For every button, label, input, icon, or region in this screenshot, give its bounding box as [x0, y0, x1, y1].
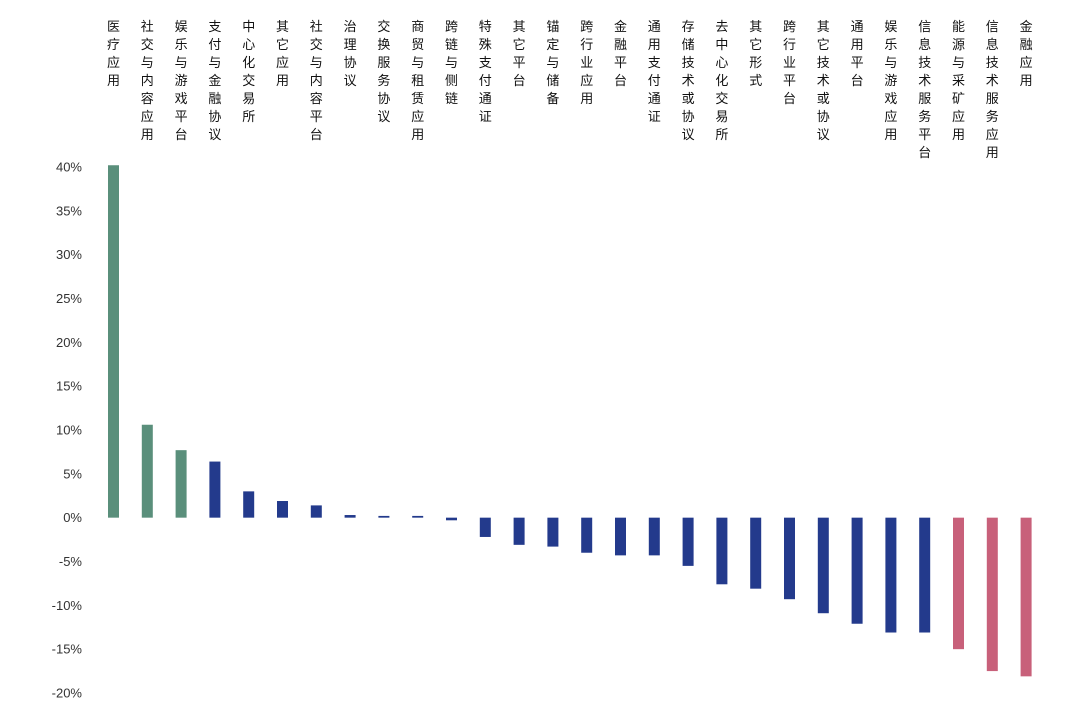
bar	[479, 517, 491, 537]
category-label: 娱乐与游戏平台	[175, 20, 188, 143]
category-label: 跨行业平台	[783, 20, 796, 107]
bar	[175, 450, 187, 518]
bar	[851, 517, 863, 624]
category-label: 交换服务协议	[377, 19, 390, 125]
bar	[108, 165, 119, 518]
category-label: 医疗应用	[107, 20, 120, 89]
category-label: 存储技术或协议	[682, 20, 695, 143]
bar	[919, 517, 931, 633]
bar	[716, 517, 728, 585]
category-label: 其它平台	[513, 20, 526, 89]
category-label: 能源与采矿应用	[952, 20, 965, 143]
category-label: 锚定与储备	[546, 20, 559, 107]
category-label: 信息技术服务应用	[986, 20, 999, 161]
bar	[344, 515, 356, 518]
category-label: 其它应用	[276, 20, 289, 89]
y-tick-label: -15%	[52, 642, 83, 657]
bar	[581, 517, 593, 553]
bar	[141, 424, 153, 518]
y-tick-label: 10%	[56, 423, 82, 438]
y-tick-label: 30%	[56, 247, 82, 262]
y-tick-label: 35%	[56, 203, 82, 218]
category-label: 去中心化交易所	[715, 20, 728, 143]
y-tick-label: 0%	[63, 510, 82, 525]
bar	[446, 517, 457, 521]
bar	[243, 491, 255, 518]
bar	[547, 517, 559, 547]
bar	[310, 505, 322, 518]
y-tick-label: 15%	[56, 379, 82, 394]
category-label: 其它形式	[749, 20, 762, 89]
category-label: 其它技术或协议	[817, 20, 830, 143]
bar	[1020, 517, 1032, 677]
bar	[885, 517, 897, 633]
bar	[953, 517, 964, 650]
category-label: 特殊支付通证	[479, 20, 492, 125]
category-label: 跨行业应用	[580, 20, 593, 107]
category-label: 社交与内容平台	[310, 19, 323, 143]
bar	[513, 517, 525, 545]
category-label: 通用支付通证	[648, 20, 661, 125]
category-label: 治理协议	[344, 20, 357, 89]
bar	[648, 517, 660, 556]
y-tick-label: -10%	[52, 598, 83, 613]
bar	[378, 515, 390, 518]
bar	[412, 515, 424, 518]
category-label: 商贸与租赁应用	[411, 20, 424, 143]
category-label: 社交与内容应用	[141, 19, 154, 143]
category-label: 中心化交易所	[242, 20, 255, 125]
y-tick-label: -5%	[59, 554, 83, 569]
bar	[615, 517, 626, 556]
bar	[750, 517, 762, 589]
category-label: 通用平台	[851, 20, 864, 89]
y-tick-label: 20%	[56, 335, 82, 350]
category-label: 金融应用	[1020, 19, 1033, 89]
bar	[817, 517, 829, 614]
category-label: 金融平台	[614, 19, 627, 89]
bar	[986, 517, 998, 672]
y-tick-label: 40%	[56, 160, 82, 175]
category-label: 支付与金融协议	[208, 20, 221, 143]
y-tick-label: -20%	[52, 686, 83, 701]
y-tick-label: 25%	[56, 291, 82, 306]
bar	[209, 461, 221, 518]
bar	[784, 517, 795, 600]
bar	[682, 517, 694, 566]
category-label: 娱乐与游戏应用	[884, 20, 897, 143]
y-tick-label: 5%	[63, 466, 82, 481]
category-label: 信息技术服务平台	[918, 20, 931, 161]
bar	[277, 501, 288, 518]
category-label: 跨链与侧链	[445, 20, 458, 107]
